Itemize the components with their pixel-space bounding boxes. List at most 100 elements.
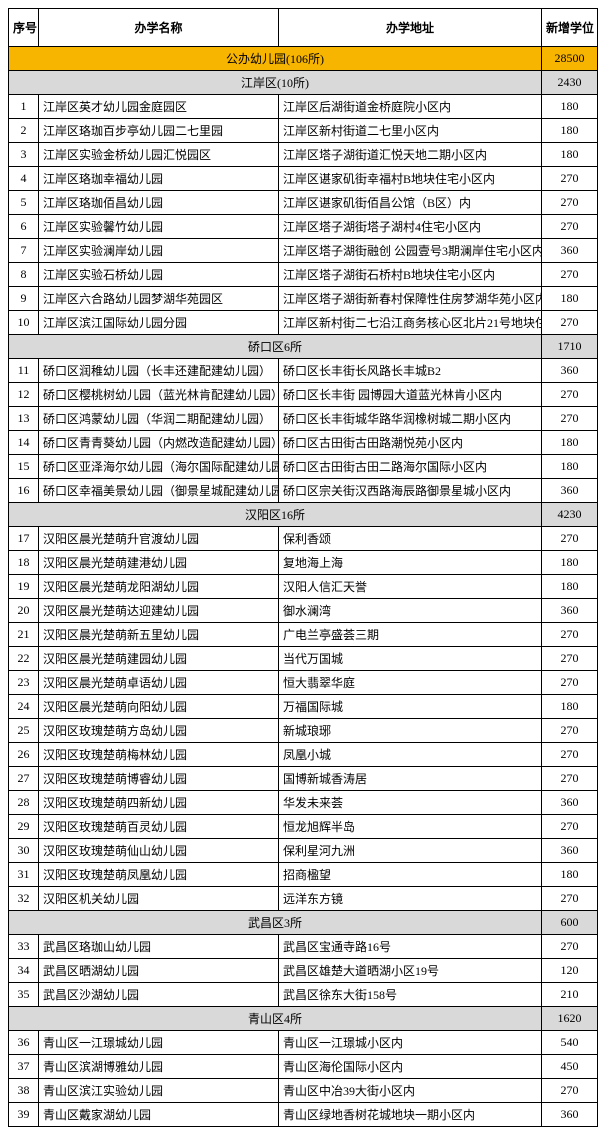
cell-seats: 180 — [542, 431, 598, 455]
cell-name: 汉阳区晨光楚萌龙阳湖幼儿园 — [39, 575, 279, 599]
table-row: 12硚口区樱桃树幼儿园（蓝光林肯配建幼儿园）硚口区长丰街 园博园大道蓝光林肯小区… — [9, 383, 598, 407]
cell-seats: 360 — [542, 239, 598, 263]
cell-idx: 20 — [9, 599, 39, 623]
cell-idx: 15 — [9, 455, 39, 479]
cell-addr: 汉阳人信汇天誉 — [279, 575, 542, 599]
table-row: 13硚口区鸿蒙幼儿园（华润二期配建幼儿园）硚口区长丰街城华路华润橡树城二期小区内… — [9, 407, 598, 431]
cell-addr: 恒大翡翠华庭 — [279, 671, 542, 695]
cell-seats: 270 — [542, 815, 598, 839]
cell-name: 汉阳区晨光楚萌向阳幼儿园 — [39, 695, 279, 719]
cell-seats: 270 — [542, 407, 598, 431]
cell-name: 江岸区六合路幼儿园梦湖华苑园区 — [39, 287, 279, 311]
cell-idx: 36 — [9, 1031, 39, 1055]
header-idx: 序号 — [9, 9, 39, 47]
table-row: 28汉阳区玫瑰楚萌四新幼儿园华发未来荟360 — [9, 791, 598, 815]
cell-addr: 硚口区古田街古田二路海尔国际小区内 — [279, 455, 542, 479]
cell-seats: 180 — [542, 575, 598, 599]
cell-name: 江岸区实验金桥幼儿园汇悦园区 — [39, 143, 279, 167]
category-label: 硚口区6所 — [9, 335, 542, 359]
table-row: 4江岸区珞珈幸福幼儿园江岸区谌家矶街幸福村B地块住宅小区内270 — [9, 167, 598, 191]
cell-addr: 新城琅琊 — [279, 719, 542, 743]
table-row: 11硚口区润稚幼儿园（长丰还建配建幼儿园）硚口区长丰街长风路长丰城B2360 — [9, 359, 598, 383]
cell-addr: 万福国际城 — [279, 695, 542, 719]
cell-addr: 武昌区宝通寺路16号 — [279, 935, 542, 959]
cell-idx: 6 — [9, 215, 39, 239]
category-seats: 2430 — [542, 71, 598, 95]
table-row: 16硚口区幸福美景幼儿园（御景星城配建幼儿园）硚口区宗关街汉西路海辰路御景星城小… — [9, 479, 598, 503]
cell-addr: 江岸区塔子湖街道汇悦天地二期小区内 — [279, 143, 542, 167]
category-row: 公办幼儿园(106所)28500 — [9, 47, 598, 71]
cell-idx: 35 — [9, 983, 39, 1007]
cell-idx: 31 — [9, 863, 39, 887]
cell-name: 江岸区英才幼儿园金庭园区 — [39, 95, 279, 119]
cell-seats: 180 — [542, 455, 598, 479]
table-row: 31汉阳区玫瑰楚萌凤凰幼儿园招商楹望180 — [9, 863, 598, 887]
cell-seats: 360 — [542, 479, 598, 503]
table-row: 10江岸区滨江国际幼儿园分园江岸区新村街二七沿江商务核心区北片21号地块住宅小区… — [9, 311, 598, 335]
cell-idx: 34 — [9, 959, 39, 983]
cell-idx: 5 — [9, 191, 39, 215]
cell-seats: 180 — [542, 119, 598, 143]
cell-addr: 硚口区宗关街汉西路海辰路御景星城小区内 — [279, 479, 542, 503]
cell-seats: 270 — [542, 887, 598, 911]
category-seats: 600 — [542, 911, 598, 935]
category-label: 青山区4所 — [9, 1007, 542, 1031]
cell-idx: 29 — [9, 815, 39, 839]
table-row: 9江岸区六合路幼儿园梦湖华苑园区江岸区塔子湖街新春村保障性住房梦湖华苑小区内18… — [9, 287, 598, 311]
cell-addr: 江岸区谌家矶街幸福村B地块住宅小区内 — [279, 167, 542, 191]
cell-idx: 25 — [9, 719, 39, 743]
cell-addr: 保利星河九洲 — [279, 839, 542, 863]
cell-addr: 国博新城香涛居 — [279, 767, 542, 791]
cell-seats: 360 — [542, 359, 598, 383]
cell-idx: 22 — [9, 647, 39, 671]
table-row: 6江岸区实验馨竹幼儿园江岸区塔子湖街塔子湖村4住宅小区内270 — [9, 215, 598, 239]
cell-name: 青山区滨湖博雅幼儿园 — [39, 1055, 279, 1079]
cell-addr: 江岸区新村街道二七里小区内 — [279, 119, 542, 143]
category-row: 江岸区(10所)2430 — [9, 71, 598, 95]
cell-idx: 23 — [9, 671, 39, 695]
cell-name: 汉阳区玫瑰楚萌百灵幼儿园 — [39, 815, 279, 839]
table-row: 37青山区滨湖博雅幼儿园青山区海伦国际小区内450 — [9, 1055, 598, 1079]
cell-addr: 硚口区长丰街城华路华润橡树城二期小区内 — [279, 407, 542, 431]
cell-seats: 270 — [542, 311, 598, 335]
category-seats: 4230 — [542, 503, 598, 527]
cell-seats: 270 — [542, 383, 598, 407]
cell-name: 武昌区沙湖幼儿园 — [39, 983, 279, 1007]
cell-name: 江岸区实验馨竹幼儿园 — [39, 215, 279, 239]
category-row: 青山区4所1620 — [9, 1007, 598, 1031]
cell-idx: 11 — [9, 359, 39, 383]
cell-idx: 12 — [9, 383, 39, 407]
cell-seats: 270 — [542, 647, 598, 671]
table-row: 30汉阳区玫瑰楚萌仙山幼儿园保利星河九洲360 — [9, 839, 598, 863]
cell-idx: 14 — [9, 431, 39, 455]
table-row: 1江岸区英才幼儿园金庭园区江岸区后湖街道金桥庭院小区内180 — [9, 95, 598, 119]
table-row: 15硚口区亚泽海尔幼儿园（海尔国际配建幼儿园）硚口区古田街古田二路海尔国际小区内… — [9, 455, 598, 479]
cell-idx: 30 — [9, 839, 39, 863]
header-name: 办学名称 — [39, 9, 279, 47]
cell-seats: 270 — [542, 719, 598, 743]
cell-name: 汉阳区晨光楚萌卓语幼儿园 — [39, 671, 279, 695]
cell-name: 江岸区实验石桥幼儿园 — [39, 263, 279, 287]
table-row: 18汉阳区晨光楚萌建港幼儿园复地海上海180 — [9, 551, 598, 575]
table-row: 7江岸区实验澜岸幼儿园江岸区塔子湖街融创 公园壹号3期澜岸住宅小区内360 — [9, 239, 598, 263]
cell-name: 汉阳区玫瑰楚萌梅林幼儿园 — [39, 743, 279, 767]
cell-name: 汉阳区玫瑰楚萌凤凰幼儿园 — [39, 863, 279, 887]
cell-idx: 26 — [9, 743, 39, 767]
cell-idx: 8 — [9, 263, 39, 287]
cell-seats: 360 — [542, 599, 598, 623]
cell-name: 江岸区珞珈佰昌幼儿园 — [39, 191, 279, 215]
cell-idx: 13 — [9, 407, 39, 431]
table-row: 21汉阳区晨光楚萌新五里幼儿园广电兰亭盛荟三期270 — [9, 623, 598, 647]
cell-seats: 210 — [542, 983, 598, 1007]
cell-idx: 9 — [9, 287, 39, 311]
cell-idx: 7 — [9, 239, 39, 263]
cell-seats: 180 — [542, 863, 598, 887]
cell-idx: 21 — [9, 623, 39, 647]
header-seats: 新增学位（个） — [542, 9, 598, 47]
header-addr: 办学地址 — [279, 9, 542, 47]
cell-seats: 270 — [542, 167, 598, 191]
cell-name: 汉阳区玫瑰楚萌博睿幼儿园 — [39, 767, 279, 791]
cell-addr: 当代万国城 — [279, 647, 542, 671]
cell-name: 武昌区珞珈山幼儿园 — [39, 935, 279, 959]
cell-idx: 10 — [9, 311, 39, 335]
